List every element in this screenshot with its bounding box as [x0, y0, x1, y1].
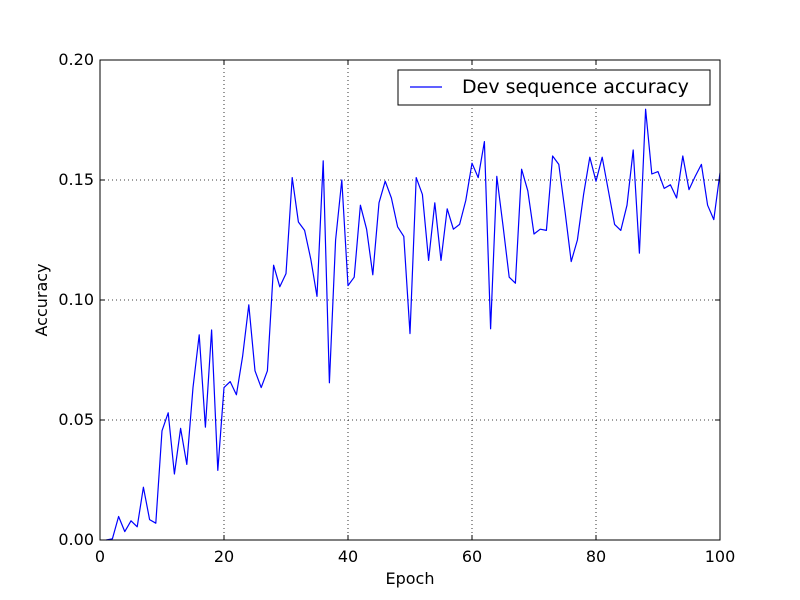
- x-tick-label: 20: [214, 547, 234, 566]
- y-tick-label: 0.00: [58, 530, 94, 549]
- series-layer: [106, 108, 721, 541]
- y-tick-label: 0.10: [58, 290, 94, 309]
- x-tick-label: 60: [462, 547, 482, 566]
- legend-label: Dev sequence accuracy: [462, 76, 689, 98]
- y-tick-label: 0.15: [58, 170, 94, 189]
- x-tick-label: 100: [705, 547, 736, 566]
- x-tick-label: 0: [95, 547, 105, 566]
- y-tick-label: 0.20: [58, 50, 94, 69]
- axis-ticks: [99, 59, 721, 541]
- grid-lines: [100, 60, 720, 540]
- y-tick-label: 0.05: [58, 410, 94, 429]
- y-axis-label: Accuracy: [32, 263, 51, 336]
- x-tick-label: 40: [338, 547, 358, 566]
- tick-labels: 0 20 40 60 80 100 0.00 0.05 0.10 0.15 0.20: [58, 50, 735, 566]
- x-tick-label: 80: [586, 547, 606, 566]
- series-line: [106, 108, 721, 541]
- x-axis-label: Epoch: [386, 569, 435, 588]
- legend-box: [397, 69, 711, 106]
- legend: Dev sequence accuracy: [397, 69, 711, 106]
